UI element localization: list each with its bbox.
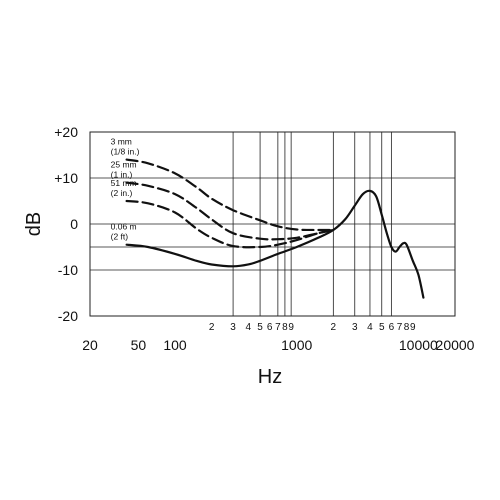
y-tick-label: -20 xyxy=(58,308,78,324)
series-label-2: (2 in.) xyxy=(111,188,133,198)
series-label-0: 3 mm xyxy=(111,137,132,147)
x-minor-tick-label: 4 xyxy=(367,322,373,333)
x-minor-tick-label: 6 xyxy=(389,322,395,333)
y-tick-label: +20 xyxy=(54,124,78,140)
x-major-tick-label: 20 xyxy=(82,337,98,353)
series-label-0: (1/8 in.) xyxy=(111,147,140,157)
x-minor-tick-label: 7 xyxy=(275,322,281,333)
y-tick-labels: +20 +10 0 -10 -20 xyxy=(54,124,78,324)
y-tick-label: -10 xyxy=(58,262,78,278)
x-minor-tick-label: 2 xyxy=(331,322,337,333)
y-tick-label: 0 xyxy=(70,216,78,232)
x-minor-tick-label: 5 xyxy=(257,322,263,333)
x-minor-tick-label: 3 xyxy=(230,322,236,333)
x-major-tick-label: 50 xyxy=(131,337,147,353)
y-tick-label: +10 xyxy=(54,170,78,186)
series-label-2: 51 mm xyxy=(111,178,137,188)
series-line-2 xyxy=(125,199,335,249)
series-line-1 xyxy=(125,181,335,241)
x-minor-tick-label: 2 xyxy=(209,322,215,333)
x-minor-tick-label: 3 xyxy=(352,322,358,333)
x-axis-title: Hz xyxy=(258,366,282,388)
grid-lines xyxy=(90,132,455,316)
x-minor-tick-label: 9 xyxy=(288,322,294,333)
x-minor-tick-label: 8 xyxy=(282,322,288,333)
x-major-tick-label: 100 xyxy=(163,337,187,353)
series-label-1: (1 in.) xyxy=(111,170,133,180)
curves xyxy=(125,158,425,299)
x-major-tick-label: 1000 xyxy=(281,337,312,353)
y-axis-title: dB xyxy=(23,212,45,236)
series-line-0 xyxy=(125,158,335,232)
x-minor-tick-label: 8 xyxy=(404,322,410,333)
x-minor-tick-label: 5 xyxy=(379,322,385,333)
series-label-3: 0.06 m xyxy=(111,222,137,232)
x-minor-tick-label: 7 xyxy=(397,322,403,333)
x-minor-tick-label: 9 xyxy=(410,322,416,333)
plot-frame xyxy=(89,131,456,317)
series-line-3 xyxy=(125,189,425,299)
x-major-tick-label: 20000 xyxy=(436,337,475,353)
x-minor-tick-label: 6 xyxy=(267,322,273,333)
x-major-tick-label: 10000 xyxy=(399,337,438,353)
curve-labels: 3 mm(1/8 in.) 25 mm(1 in.)51 mm(2 in.) 0.0… xyxy=(111,137,140,242)
series-label-1: 25 mm xyxy=(111,160,137,170)
x-minor-tick-label: 4 xyxy=(246,322,252,333)
series-label-3: (2 ft) xyxy=(111,232,129,242)
